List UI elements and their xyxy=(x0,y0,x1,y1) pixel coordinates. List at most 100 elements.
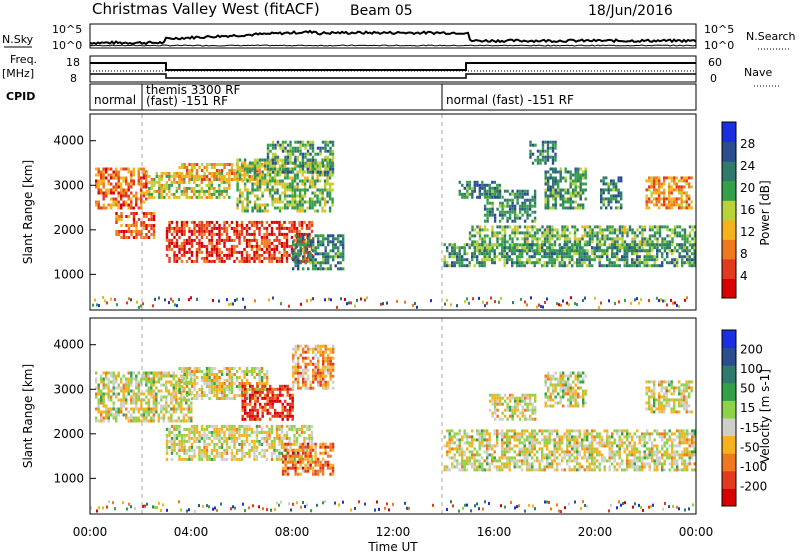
velocity-cell xyxy=(165,386,168,390)
power-cell xyxy=(321,191,324,195)
power-cell xyxy=(468,192,471,196)
power-cell xyxy=(304,246,307,250)
power-cell xyxy=(293,238,296,242)
power-cell xyxy=(559,203,562,207)
velocity-cell xyxy=(295,430,299,434)
velocity-cell xyxy=(255,394,259,397)
power-cell xyxy=(443,264,446,268)
velocity-cell xyxy=(157,374,160,378)
power-cell xyxy=(210,250,214,254)
velocity-cell xyxy=(165,427,169,431)
power-cell xyxy=(641,249,644,253)
velocity-cell xyxy=(205,376,209,379)
power-cell xyxy=(251,182,254,186)
velocity-cell xyxy=(238,448,241,452)
power-cell xyxy=(145,224,148,227)
power-cell xyxy=(643,225,647,229)
power-cell xyxy=(466,258,469,262)
power-cell xyxy=(327,237,330,241)
velocity-cell xyxy=(155,392,158,396)
power-cell xyxy=(152,230,156,233)
power-cell xyxy=(132,218,136,221)
velocity-cell xyxy=(244,387,247,391)
power-cell xyxy=(228,178,231,181)
velocity-cell xyxy=(246,411,249,415)
power-cell xyxy=(97,167,100,171)
power-cell xyxy=(218,232,221,236)
power-cell xyxy=(271,197,274,201)
power-cell xyxy=(617,191,620,195)
nsearch-tick-top: 10^5 xyxy=(704,23,734,36)
power-cell xyxy=(533,261,536,265)
power-cell xyxy=(296,185,299,189)
power-cell xyxy=(236,197,239,201)
power-cell xyxy=(127,227,131,230)
power-cell xyxy=(306,200,309,204)
power-cell xyxy=(236,188,239,192)
power-cell xyxy=(506,258,509,262)
power-cell xyxy=(324,140,327,144)
power-cell xyxy=(513,246,516,250)
power-cell xyxy=(228,186,231,190)
power-cell xyxy=(569,191,572,195)
power-cell xyxy=(117,191,120,195)
velocity-cell xyxy=(140,398,143,402)
power-cell xyxy=(271,170,275,174)
power-cell xyxy=(318,188,322,192)
power-ground-cell xyxy=(152,304,154,308)
velocity-cell xyxy=(305,448,309,452)
velocity-cell xyxy=(162,383,165,387)
power-cell xyxy=(215,250,219,254)
power-cell xyxy=(301,188,304,192)
velocity-cell xyxy=(220,388,224,391)
velocity-cell xyxy=(220,451,224,455)
power-cell xyxy=(145,189,148,193)
velocity-cell xyxy=(137,398,140,402)
power-cell xyxy=(496,186,499,190)
velocity-cell xyxy=(183,379,186,382)
power-cell xyxy=(574,182,577,186)
power-cell xyxy=(493,216,497,220)
power-cell xyxy=(670,185,673,189)
power-cell xyxy=(307,255,310,259)
velocity-cell xyxy=(240,439,244,443)
velocity-cell xyxy=(117,410,120,414)
velocity-cell xyxy=(178,430,181,434)
power-cell xyxy=(693,249,696,253)
velocity-cell xyxy=(253,454,256,458)
velocity-cell xyxy=(265,373,269,376)
power-cell xyxy=(551,231,554,235)
velocity-cell xyxy=(280,424,284,428)
power-cell xyxy=(577,185,580,189)
power-cell xyxy=(586,264,589,268)
power-cell xyxy=(563,243,566,247)
power-cell xyxy=(319,149,322,153)
velocity-cell xyxy=(223,448,226,452)
power-cell xyxy=(281,143,285,147)
velocity-cell xyxy=(187,416,190,420)
power-cell xyxy=(471,186,474,190)
velocity-cell xyxy=(265,442,269,446)
velocity-cell xyxy=(160,371,163,375)
power-ground-cell xyxy=(526,303,528,307)
power-cell xyxy=(686,252,689,256)
power-cell xyxy=(506,219,509,223)
power-cell xyxy=(541,140,545,144)
power-cell xyxy=(120,176,123,180)
power-cell xyxy=(557,194,560,198)
velocity-cell xyxy=(132,395,135,399)
power-cell xyxy=(543,252,546,256)
power-cell xyxy=(558,249,561,253)
power-cell xyxy=(568,258,571,262)
power-cell xyxy=(283,173,287,177)
power-cell xyxy=(551,149,555,153)
power-cell xyxy=(305,223,309,227)
power-cell xyxy=(531,219,534,223)
power-cell xyxy=(293,185,297,189)
power-ground-cell xyxy=(196,297,198,301)
power-cell xyxy=(544,206,547,210)
velocity-cell xyxy=(208,385,211,388)
power-cell xyxy=(473,228,477,232)
velocity-cell xyxy=(170,398,173,402)
velocity-cell xyxy=(198,433,201,437)
